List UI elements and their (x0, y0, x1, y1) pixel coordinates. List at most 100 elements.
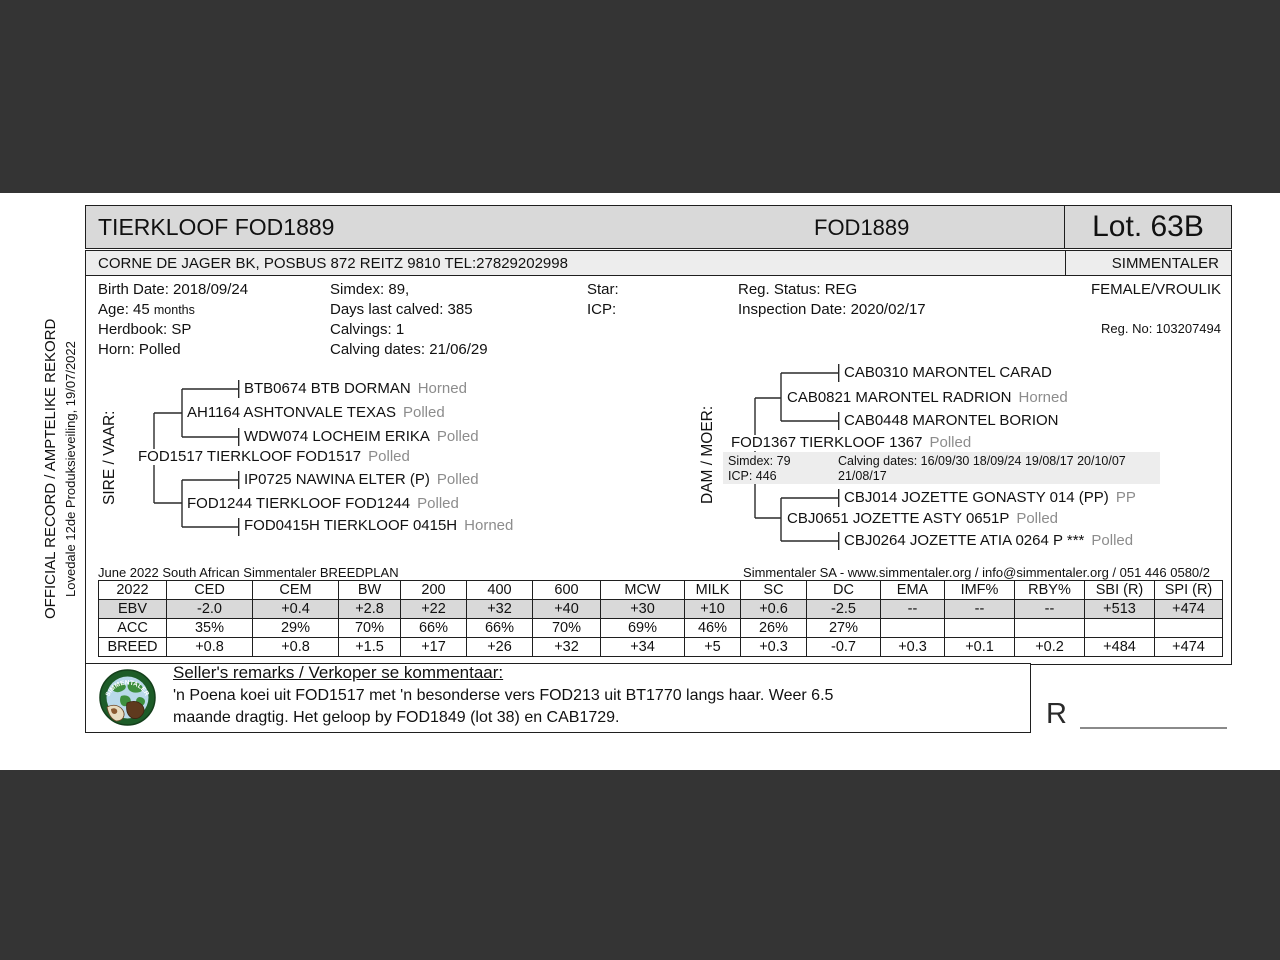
owner-bar: CORNE DE JAGER BK, POSBUS 872 REITZ 9810… (85, 250, 1232, 276)
reg-status-field: Reg. Status: REG (738, 281, 858, 298)
animal-name: FOD1244 TIERKLOOF FOD1244 (187, 495, 411, 512)
age-field: Age: 45 months (98, 301, 195, 319)
col-header: 600 (532, 580, 601, 600)
breed-cell-value: +17 (400, 637, 467, 657)
ebv-cell: +32 (466, 599, 533, 619)
ebv-header-row: 2022 CED CEM BW 200 400 600 MCW MILK SC … (98, 580, 1223, 600)
horn-status: PP (1115, 489, 1136, 506)
breed-cell-value: +0.3 (880, 637, 945, 657)
acc-cell (1154, 618, 1223, 638)
dam-simdex: Simdex: 79 (728, 454, 791, 468)
horn-status: Polled (1091, 532, 1134, 549)
breed-cell-value: +26 (466, 637, 533, 657)
horn-status: Horned (417, 380, 467, 397)
horn-field: Horn: Polled (98, 341, 181, 358)
animal-name: IP0725 NAWINA ELTER (P) (244, 471, 430, 488)
acc-cell: 66% (400, 618, 467, 638)
bottom-dark-band (0, 770, 1280, 960)
ebv-value-row: EBV -2.0 +0.4 +2.8 +22 +32 +40 +30 +10 +… (98, 599, 1223, 619)
pedigree-node-sire: FOD1517 TIERKLOOF FOD1517 Polled (137, 449, 414, 465)
horn-status: Polled (436, 471, 479, 488)
acc-cell: 66% (466, 618, 533, 638)
col-header: MILK (684, 580, 741, 600)
sale-event-vertical-label: Lovedale 12de Produksieveiling, 19/07/20… (63, 341, 78, 597)
horn-status: Polled (403, 404, 445, 421)
col-header: 200 (400, 580, 467, 600)
col-header: SC (740, 580, 807, 600)
col-header: DC (806, 580, 881, 600)
ebv-cell: +513 (1084, 599, 1155, 619)
ebv-cell: +474 (1154, 599, 1223, 619)
acc-cell: 27% (806, 618, 881, 638)
col-header: MCW (600, 580, 685, 600)
acc-cell: 26% (740, 618, 807, 638)
acc-cell (944, 618, 1015, 638)
pedigree-node-dggs1: CAB0310 MARONTEL CARAD (843, 365, 1063, 381)
breed-cell-value: +484 (1084, 637, 1155, 657)
owner-contact: CORNE DE JAGER BK, POSBUS 872 REITZ 9810… (98, 255, 568, 272)
breed-cell-value: +34 (600, 637, 685, 657)
ebv-cell: -- (944, 599, 1015, 619)
breed-avg-row: BREED +0.8 +0.8 +1.5 +17 +26 +32 +34 +5 … (98, 637, 1223, 657)
animal-name: AH1164 ASHTONVALE TEXAS (187, 404, 396, 421)
animal-id: FOD1889 (814, 215, 910, 240)
ebv-cell: +40 (532, 599, 601, 619)
breedplan-title: June 2022 South African Simmentaler BREE… (98, 565, 399, 580)
herdbook-field: Herdbook: SP (98, 321, 192, 338)
pedigree-node-ggd1: WDW074 LOCHEIM ERIKA Polled (243, 429, 483, 445)
animal-name: CBJ0264 JOZETTE ATIA 0264 P *** (844, 532, 1085, 549)
breed-cell-value: +474 (1154, 637, 1223, 657)
animal-name: BTB0674 BTB DORMAN (244, 380, 411, 397)
acc-cell: 69% (600, 618, 685, 638)
ebv-cell: +0.6 (740, 599, 807, 619)
seller-remarks-box (85, 663, 1031, 733)
reg-no-label: Reg. No: 103207494 (1101, 321, 1221, 336)
col-header: RBY% (1014, 580, 1085, 600)
simmentaler-logo: SIMMENTALER (99, 669, 156, 726)
icp-field: ICP: (587, 301, 617, 318)
col-header: CED (166, 580, 253, 600)
ebv-cell: -- (1014, 599, 1085, 619)
birth-date-field: Birth Date: 2018/09/24 (98, 281, 249, 298)
row-label: EBV (98, 599, 167, 619)
row-label: BREED (98, 637, 167, 657)
animal-name-title: TIERKLOOF FOD1889 (98, 214, 335, 240)
days-last-calved-field: Days last calved: 385 (330, 301, 473, 318)
breed-cell-value: +0.3 (740, 637, 807, 657)
breed-cell-value: +5 (684, 637, 741, 657)
remarks-line-2: maande dragtig. Het geloop by FOD1849 (l… (173, 709, 620, 726)
pedigree-node-dam: FOD1367 TIERKLOOF 1367 Polled (730, 434, 976, 451)
dam-icp: ICP: 446 (728, 469, 777, 483)
col-header: CEM (252, 580, 339, 600)
acc-cell: 29% (252, 618, 339, 638)
animal-name: CBJ0651 JOZETTE ASTY 0651P (787, 510, 1010, 527)
horn-status: Polled (929, 434, 972, 451)
animal-name: CBJ014 JOZETTE GONASTY 014 (PP) (844, 489, 1109, 506)
col-header: SBI (R) (1084, 580, 1155, 600)
ebv-cell: +22 (400, 599, 467, 619)
calvings-field: Calvings: 1 (330, 321, 405, 338)
acc-cell (1014, 618, 1085, 638)
pedigree-node-dggd1: CAB0448 MARONTEL BORION (843, 413, 1070, 429)
title-bar: TIERKLOOF FOD1889 FOD1889 Lot. 63B (85, 205, 1232, 249)
animal-name: WDW074 LOCHEIM ERIKA (244, 428, 430, 445)
acc-cell: 35% (166, 618, 253, 638)
animal-name: FOD0415H TIERKLOOF 0415H (244, 517, 458, 534)
official-record-vertical-label: OFFICIAL RECORD / AMPTELIKE REKORD (42, 318, 59, 620)
pedigree-node-ggs1: BTB0674 BTB DORMAN Horned (243, 381, 471, 397)
ebv-cell: -- (880, 599, 945, 619)
animal-name: FOD1517 TIERKLOOF FOD1517 (138, 448, 362, 465)
ebv-cell: -2.0 (166, 599, 253, 619)
breed-cell: SIMMENTALER (1065, 251, 1231, 275)
horn-status: Polled (417, 495, 459, 512)
pedigree-node-dam-grandsire: CAB0821 MARONTEL RADRION Horned (786, 390, 1072, 406)
star-field: Star: (587, 281, 619, 298)
horn-status: Polled (436, 428, 479, 445)
animal-name: CAB0310 MARONTEL CARAD (844, 364, 1052, 381)
sire-tree-label: SIRE / VAAR: (101, 410, 118, 506)
lot-number: Lot. 63B (1092, 210, 1204, 243)
acc-cell (1084, 618, 1155, 638)
acc-cell (880, 618, 945, 638)
remarks-line-1: 'n Poena koei uit FOD1517 met 'n besonde… (173, 687, 834, 704)
horn-status: Polled (368, 448, 410, 465)
